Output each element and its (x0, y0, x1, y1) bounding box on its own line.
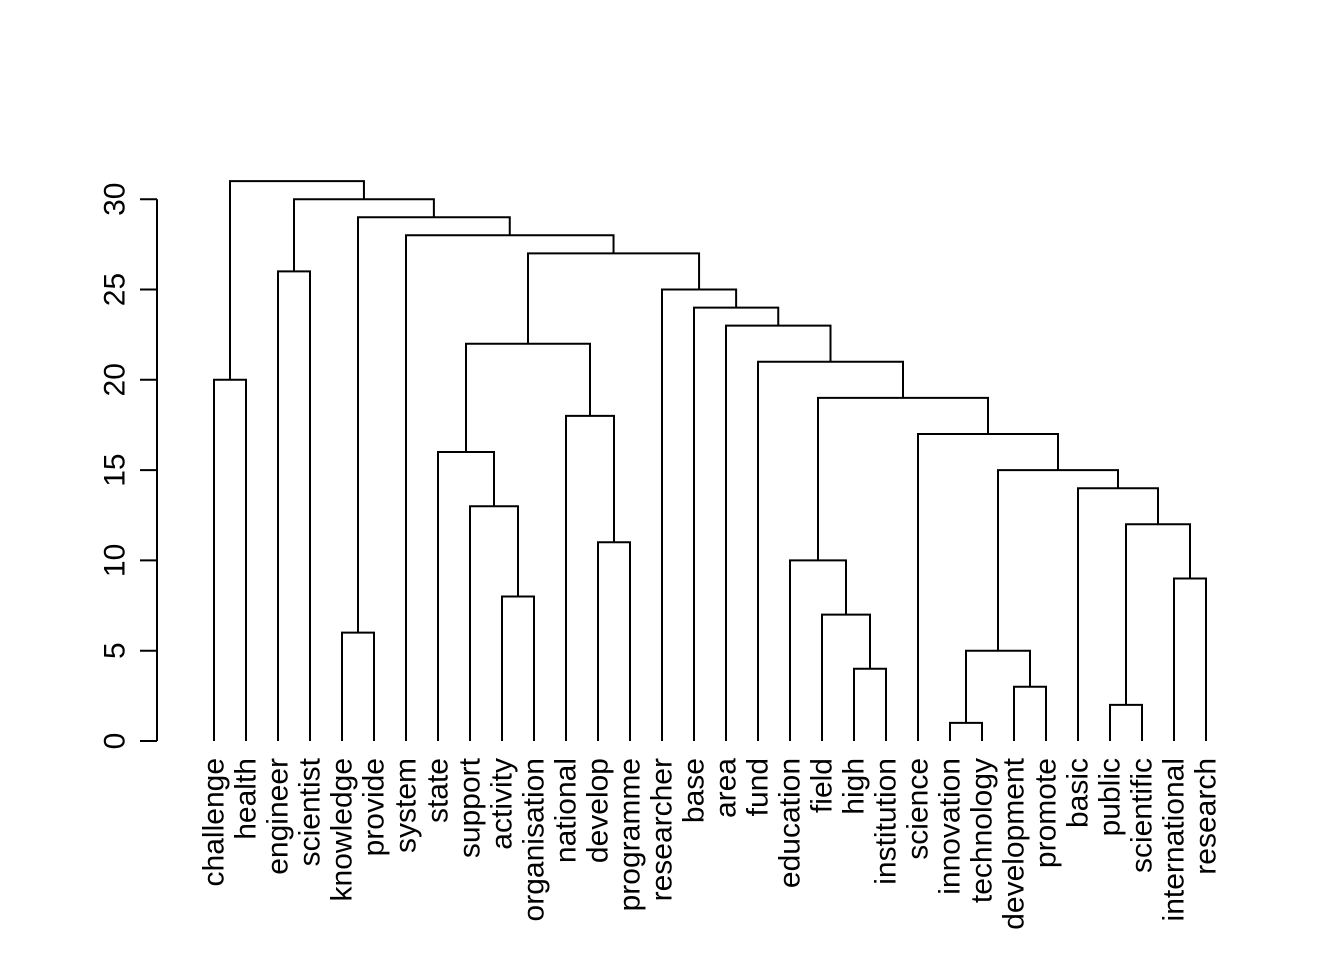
leaf-label-public: public (1094, 758, 1127, 836)
leaf-label-provide: provide (358, 758, 391, 856)
merge-line-m31 (229, 180, 365, 380)
leaf-label-state: state (422, 758, 455, 823)
leaf-label-basic: basic (1062, 758, 1095, 828)
leaf-label-activity: activity (486, 758, 519, 850)
merge-line-m14 (1077, 487, 1159, 741)
y-tick-label-25: 25 (99, 273, 132, 306)
leaf-label-challenge: challenge (198, 758, 231, 886)
y-tick-label-20: 20 (99, 363, 132, 396)
merge-line-m24 (693, 306, 780, 741)
leaf-label-knowledge: knowledge (326, 758, 359, 901)
merge-line-m3 (1013, 685, 1047, 741)
merge-line-m8 (501, 595, 535, 741)
merge-line-m7 (821, 613, 871, 741)
leaf-label-technology: technology (966, 758, 999, 903)
merge-line-m2 (1109, 703, 1143, 741)
merge-line-m13 (469, 505, 519, 741)
y-tick-label-5: 5 (99, 642, 132, 659)
leaf-label-promote: promote (1030, 758, 1063, 868)
leaf-label-researcher: researcher (646, 758, 679, 901)
merge-line-m21 (757, 360, 904, 741)
dendrogram-tree (213, 180, 1207, 741)
leaf-label-organisation: organisation (518, 758, 551, 921)
leaf-label-support: support (454, 757, 487, 858)
leaf-label-high: high (838, 758, 871, 815)
leaf-label-engineer: engineer (262, 758, 295, 875)
y-tick-label-15: 15 (99, 453, 132, 486)
leaf-label-national: national (550, 758, 583, 863)
merge-line-m1 (949, 721, 983, 741)
merge-line-m18 (565, 414, 615, 741)
merge-line-m6 (341, 631, 375, 741)
merge-line-m15 (997, 469, 1119, 651)
leaf-label-area: area (710, 758, 743, 818)
merge-line-m23 (725, 324, 832, 741)
leaf-label-system: system (390, 758, 423, 853)
leaf-label-develop: develop (582, 758, 615, 863)
merge-line-m11 (597, 541, 631, 741)
leaf-label-research: research (1190, 758, 1223, 875)
merge-line-m17 (917, 433, 1059, 741)
y-tick-label-30: 30 (99, 183, 132, 216)
leaf-label-institution: institution (870, 758, 903, 885)
leaf-label-field: field (806, 758, 839, 813)
merge-line-m16 (437, 451, 495, 741)
merge-line-m4 (853, 667, 887, 741)
leaf-label-programme: programme (614, 758, 647, 911)
merge-line-m20 (213, 378, 247, 741)
leaf-label-education: education (774, 758, 807, 888)
leaf-label-scientific: scientific (1126, 758, 1159, 873)
leaf-label-base: base (678, 758, 711, 823)
merge-line-m27 (527, 252, 701, 344)
y-tick-label-0: 0 (99, 733, 132, 750)
leaf-label-development: development (998, 757, 1031, 929)
leaf-labels: challenge health engineer scientist knowledg… (198, 757, 1223, 929)
merge-line-m12 (1125, 523, 1191, 705)
leaf-label-health: health (230, 758, 263, 840)
y-axis (140, 198, 158, 742)
leaf-label-science: science (902, 758, 935, 860)
merge-line-m10 (789, 559, 847, 741)
merge-line-m26 (277, 270, 311, 741)
leaf-label-scientist: scientist (294, 757, 327, 866)
leaf-label-fund: fund (742, 758, 775, 816)
leaf-label-international: international (1158, 758, 1191, 921)
merge-line-m19 (817, 396, 989, 561)
y-axis-tick-labels: 0 5 10 15 20 25 30 (99, 183, 132, 750)
y-tick-label-10: 10 (99, 544, 132, 577)
leaf-label-innovation: innovation (934, 758, 967, 895)
merge-line-m9 (1173, 577, 1207, 741)
merge-line-m29 (357, 216, 511, 633)
merge-line-m22 (465, 342, 591, 452)
